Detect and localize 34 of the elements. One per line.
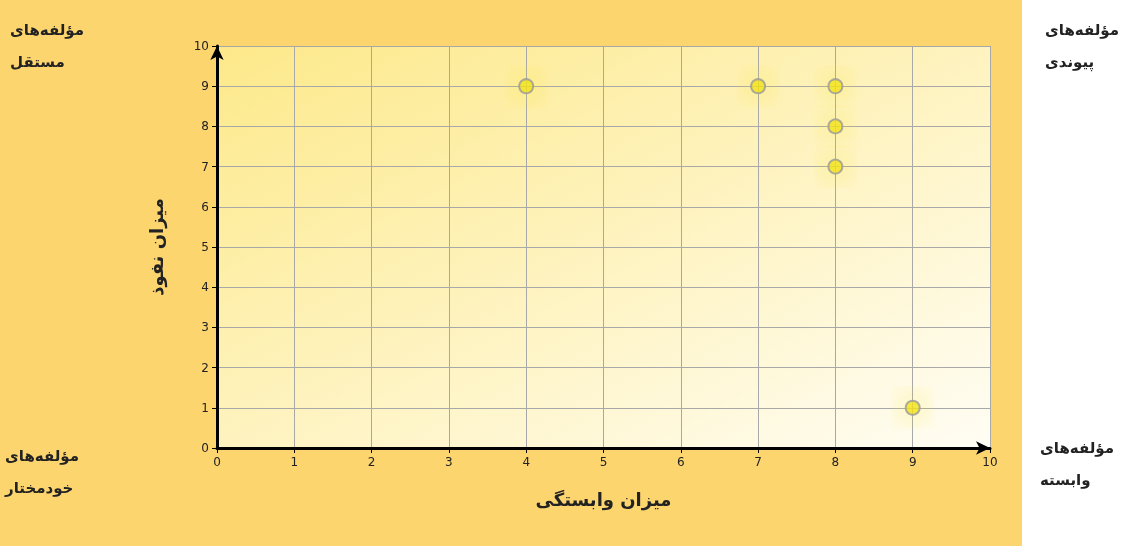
x-tick-label: 4 xyxy=(522,455,531,469)
y-tick-label: 4 xyxy=(201,280,209,295)
y-axis-title: میزان نفوذ xyxy=(145,198,168,296)
y-tick-label: 9 xyxy=(201,79,209,94)
x-tick-label: 10 xyxy=(982,455,998,469)
point xyxy=(827,118,844,135)
y-tick-label: 7 xyxy=(201,159,209,174)
point xyxy=(750,78,767,95)
y-tick-label: 2 xyxy=(201,360,209,375)
x-tick-label: 0 xyxy=(213,455,221,469)
point xyxy=(827,78,844,95)
y-tick-label: 1 xyxy=(201,400,209,415)
x-tick-label: 7 xyxy=(754,455,762,469)
x-tick-label: 1 xyxy=(290,455,299,469)
point xyxy=(518,78,535,95)
text: مؤلفه‌های مستقل xyxy=(10,21,84,71)
x-tick-label: 5 xyxy=(599,455,608,469)
x-axis-title: میزان وابستگی xyxy=(535,488,672,511)
x-tick-label: 2 xyxy=(367,455,376,469)
x-tick-label: 3 xyxy=(445,455,453,469)
x-tick-label: 8 xyxy=(831,455,840,469)
x-tick-label: 9 xyxy=(908,455,917,469)
y-tick-label: 6 xyxy=(201,199,209,214)
point xyxy=(904,399,921,416)
y-tick-label: 8 xyxy=(201,119,209,134)
y-tick-label: 3 xyxy=(201,320,209,335)
text: مؤلفه‌های وابسته xyxy=(1040,439,1114,489)
text: مؤلفه‌های خودمختار xyxy=(4,447,79,497)
x-tick-label: 6 xyxy=(676,455,685,469)
point xyxy=(827,158,844,175)
y-tick-label: 5 xyxy=(201,240,209,254)
text: مؤلفه‌های پیوندی xyxy=(1045,21,1119,72)
y-tick-label: 10 xyxy=(193,39,209,53)
y-tick-label: 0 xyxy=(201,441,209,455)
